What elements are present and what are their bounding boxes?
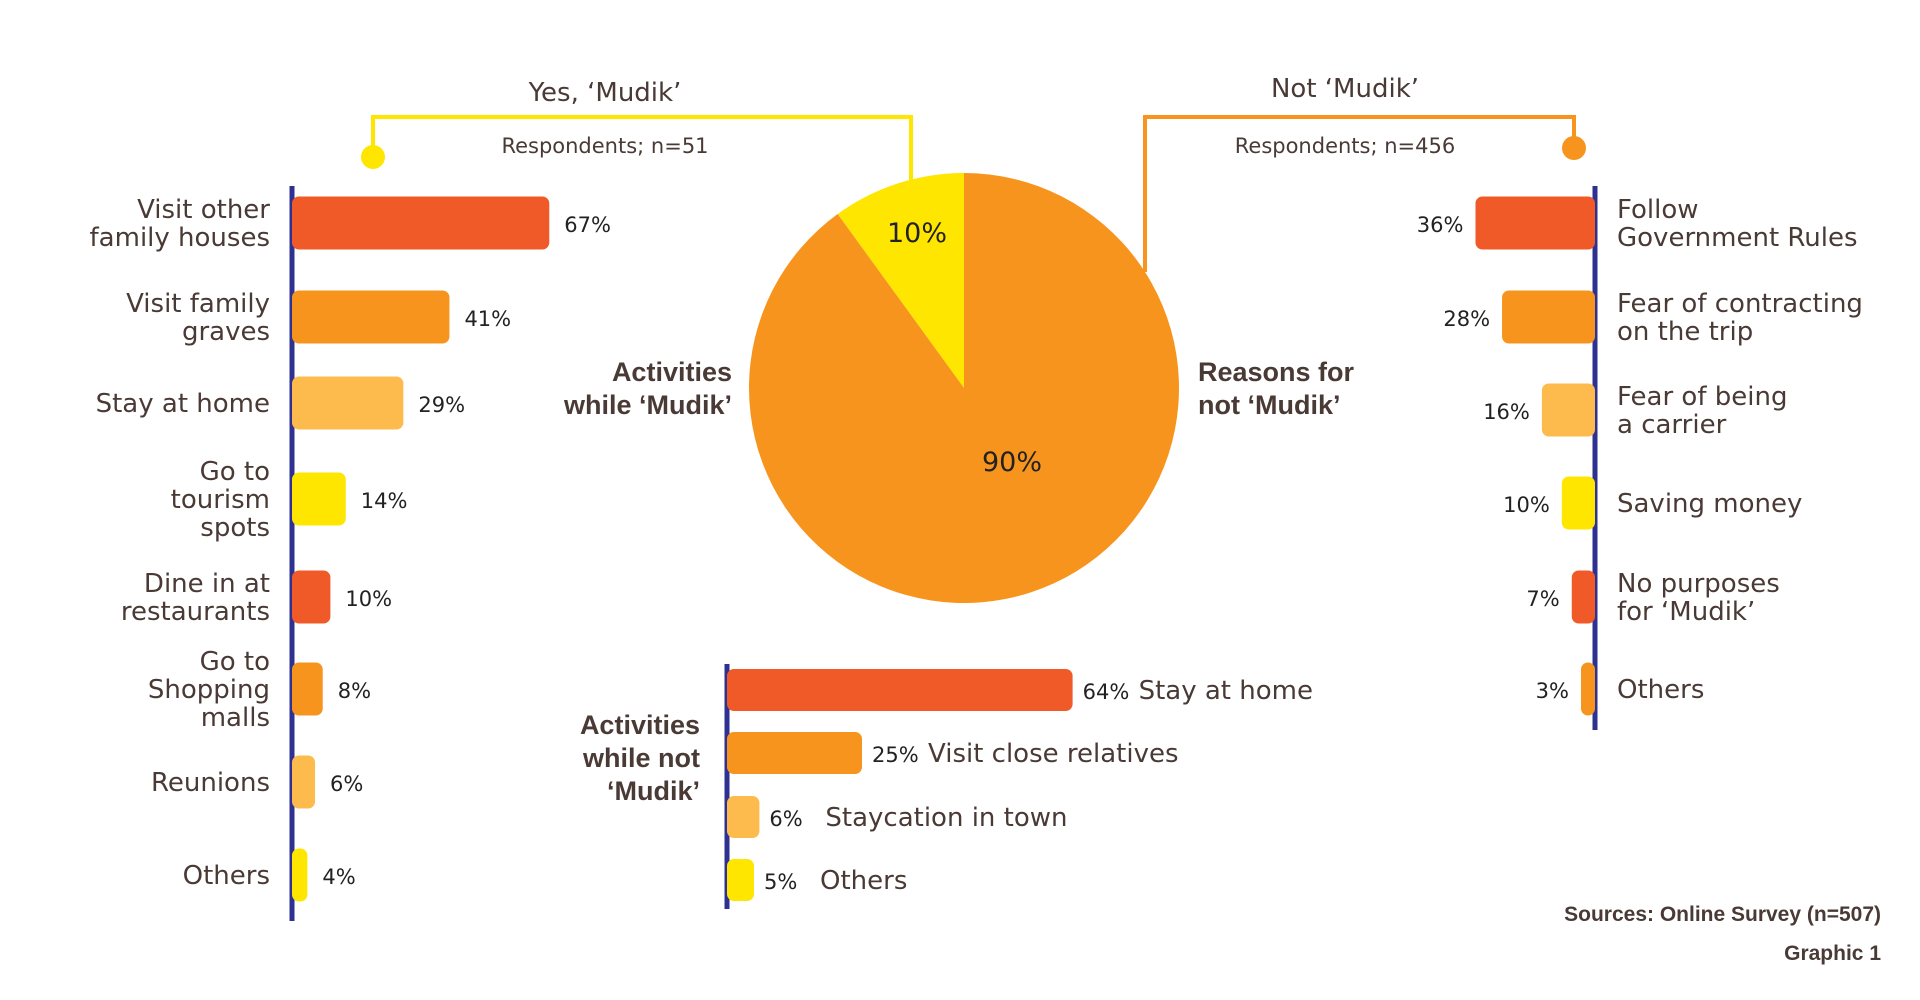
bar-category-label: Government Rules <box>1617 223 1858 253</box>
bar <box>1561 476 1595 530</box>
bar-category-label: family houses <box>90 223 270 253</box>
bar-value-label: 6% <box>769 807 802 831</box>
bar <box>1571 570 1595 624</box>
mudik-pie-chart: 10% 90% <box>748 173 1179 603</box>
bar-value-label: 6% <box>330 772 363 796</box>
reasons-title-line2: not ‘Mudik’ <box>1198 390 1340 420</box>
yes-connector <box>371 115 913 182</box>
bar-category-label: Others <box>1617 675 1704 705</box>
activities-not-title-line1: Activities <box>580 710 700 740</box>
bar-value-label: 3% <box>1536 679 1569 703</box>
no-connector-dot <box>1562 136 1586 160</box>
bar-category-label: Others <box>820 866 907 896</box>
activities-while-not-mudik-chart: 64% Stay at home 25% Visit close relatives 6… <box>724 664 1313 909</box>
bar-category-label: Visit family <box>126 289 270 319</box>
bar-category-label: Go to <box>200 457 270 487</box>
bar <box>727 732 862 774</box>
bar-value-label: 14% <box>361 489 408 513</box>
bar-category-label: on the trip <box>1617 317 1753 347</box>
bar <box>1541 383 1595 437</box>
bar <box>292 848 308 902</box>
yes-respondents-label: Respondents; n=51 <box>501 134 708 158</box>
bar <box>292 472 346 526</box>
activities-not-title-line2: while not <box>582 743 700 773</box>
bar-value-label: 41% <box>464 307 511 331</box>
pie-slice <box>748 173 1179 603</box>
bar-category-label: Others <box>183 861 270 891</box>
bar-value-label: 67% <box>564 213 611 237</box>
bar-category-label: No purposes <box>1617 569 1780 599</box>
bar-category-label: Visit other <box>137 195 270 225</box>
bar <box>727 796 760 838</box>
bar-category-label: Saving money <box>1617 489 1802 519</box>
activities-mudik-title-line1: Activities <box>612 357 732 387</box>
activities-not-title-line3: ‘Mudik’ <box>607 776 700 806</box>
pie-slice-label: 90% <box>982 447 1042 478</box>
bar-category-label: Stay at home <box>1139 676 1313 706</box>
bar <box>1475 196 1595 250</box>
bar-category-label: malls <box>201 703 270 733</box>
bar-value-label: 10% <box>1503 493 1550 517</box>
bar-category-label: restaurants <box>121 597 270 627</box>
bar-category-label: Fear of being <box>1617 382 1787 412</box>
bar-category-label: Reunions <box>151 768 270 798</box>
bar-value-label: 4% <box>322 865 355 889</box>
bar-category-label: Visit close relatives <box>928 739 1179 769</box>
yes-mudik-label: Yes, ‘Mudik’ <box>528 78 682 108</box>
bar <box>292 755 316 809</box>
bar-category-label: for ‘Mudik’ <box>1617 597 1755 627</box>
bar-value-label: 16% <box>1483 400 1530 424</box>
bar-category-label: Staycation in town <box>825 803 1067 833</box>
no-connector <box>1143 115 1576 272</box>
bar-category-label: Fear of contracting <box>1617 289 1863 319</box>
pie-slice-label: 10% <box>887 218 947 249</box>
bar-value-label: 10% <box>345 587 392 611</box>
bar-category-label: Follow <box>1617 195 1699 225</box>
no-respondents-label: Respondents; n=456 <box>1235 134 1455 158</box>
bar-category-label: graves <box>182 317 270 347</box>
reasons-title-line1: Reasons for <box>1198 357 1355 387</box>
bar <box>292 196 550 250</box>
pie-slice <box>837 173 964 388</box>
bar <box>1581 662 1595 716</box>
source-note: Sources: Online Survey (n=507) <box>1564 903 1881 926</box>
bar-value-label: 64% <box>1083 680 1130 704</box>
bar-value-label: 36% <box>1417 213 1464 237</box>
not-mudik-label: Not ‘Mudik’ <box>1271 74 1419 104</box>
bar-value-label: 25% <box>872 743 919 767</box>
bar-category-label: tourism <box>171 485 270 515</box>
bar-category-label: a carrier <box>1617 410 1727 440</box>
bar-value-label: 5% <box>764 870 797 894</box>
bar-category-label: Dine in at <box>144 569 270 599</box>
bar <box>1502 290 1595 344</box>
bar-category-label: Stay at home <box>96 389 270 419</box>
yes-connector-dot <box>361 145 385 169</box>
bar-value-label: 8% <box>338 679 371 703</box>
graphic-label: Graphic 1 <box>1784 942 1881 965</box>
bar-category-label: spots <box>200 513 270 543</box>
bar-value-label: 29% <box>418 393 465 417</box>
bar <box>727 859 754 901</box>
bar-value-label: 28% <box>1443 307 1490 331</box>
bar-value-label: 7% <box>1526 587 1559 611</box>
bar-category-label: Go to <box>200 647 270 677</box>
activities-mudik-title-line2: while ‘Mudik’ <box>563 390 732 420</box>
bar <box>727 669 1073 711</box>
bar <box>292 662 323 716</box>
bar <box>292 376 404 430</box>
bar <box>292 290 450 344</box>
bar-category-label: Shopping <box>148 675 270 705</box>
bar <box>292 570 331 624</box>
